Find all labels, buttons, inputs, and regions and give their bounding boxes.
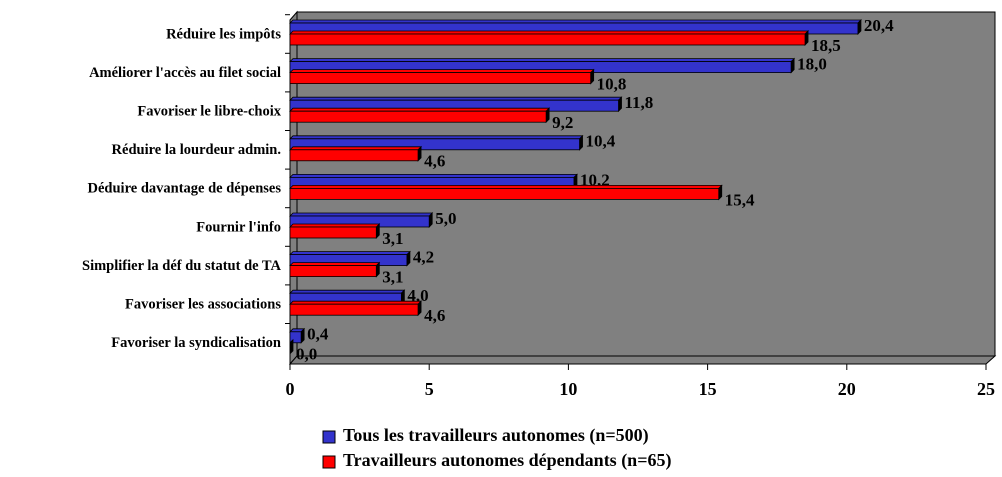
x-tick-label: 0 (286, 379, 295, 399)
legend-label: Tous les travailleurs autonomes (n=500) (343, 425, 649, 446)
floor (288, 355, 997, 365)
bar-side (804, 30, 809, 46)
bar-side (790, 57, 795, 74)
value-label: 11,8 (625, 93, 654, 112)
bar-top (289, 223, 381, 228)
value-label: 20,4 (864, 16, 894, 35)
value-label: 10,2 (580, 170, 610, 189)
bar-side (300, 327, 305, 344)
y-tick-label: Déduire davantage de dépenses (88, 181, 282, 197)
value-label: 4,0 (407, 286, 428, 305)
bar-top (289, 19, 862, 24)
value-label: 10,4 (586, 132, 616, 151)
bar-top (289, 135, 584, 140)
value-label: 15,4 (725, 190, 755, 209)
bar-side (428, 212, 433, 228)
x-tick-label: 25 (977, 379, 995, 399)
bar-top (289, 289, 406, 294)
bar (289, 265, 377, 278)
x-tick-label: 5 (425, 379, 434, 399)
value-label: 18,5 (811, 36, 841, 55)
bar-side (406, 250, 411, 267)
bar-top (289, 173, 578, 178)
value-label: 9,2 (552, 113, 573, 132)
bar-side (375, 261, 380, 278)
bar-top (289, 212, 434, 217)
value-label: 0,0 (296, 345, 317, 364)
bar-top (289, 184, 723, 189)
bar-side (289, 338, 294, 355)
bar-side (545, 107, 550, 124)
bar-top (289, 300, 423, 305)
bar (289, 149, 419, 162)
bar-top (289, 69, 595, 73)
bar (289, 110, 547, 123)
y-tick-label: Favoriser le libre-choix (137, 104, 281, 120)
y-tick-label: Favoriser la syndicalisation (111, 335, 281, 351)
bar-top (289, 58, 796, 62)
bar-side (375, 223, 380, 239)
bar-top (289, 30, 810, 35)
y-tick-label: Réduire les impôts (166, 26, 281, 42)
value-label: 4,6 (424, 306, 445, 325)
bar-side (579, 134, 583, 151)
bar-side (417, 145, 422, 162)
bar-top (289, 146, 423, 151)
bar-side (857, 19, 862, 35)
bar-side (618, 96, 622, 113)
bar (289, 187, 720, 200)
bar-top (289, 262, 381, 267)
bar (289, 72, 592, 84)
value-label: 3,1 (382, 268, 403, 287)
value-label: 18,0 (797, 55, 827, 74)
y-tick-label: Fournir l'info (196, 219, 281, 235)
bar (289, 303, 419, 316)
value-label: 5,0 (435, 209, 456, 228)
value-label: 4,6 (424, 152, 445, 171)
bar-side (590, 68, 595, 85)
bar-top (289, 107, 551, 112)
bar (289, 138, 580, 151)
x-tick-label: 10 (559, 379, 577, 399)
bar-top (289, 96, 623, 101)
y-tick-label: Réduire la lourdeur admin. (112, 142, 281, 158)
legend-label: Travailleurs autonomes dépendants (n=65) (343, 450, 671, 471)
y-tick-label: Améliorer l'accès au filet social (89, 65, 281, 81)
legend-swatch (322, 455, 336, 469)
bar-side (718, 184, 723, 201)
bar (289, 33, 806, 46)
x-tick-label: 20 (838, 379, 856, 399)
value-label: 10,8 (597, 75, 627, 94)
legend-swatch (322, 430, 336, 444)
y-tick-label: Simplifier la déf du statut de TA (82, 258, 282, 274)
value-label: 4,2 (413, 248, 434, 267)
bar (289, 226, 377, 239)
x-tick-label: 15 (699, 379, 717, 399)
bar-top (289, 251, 411, 256)
value-label: 3,1 (382, 229, 403, 248)
value-label: 0,4 (307, 325, 329, 344)
bar-side (417, 300, 422, 317)
bar (289, 331, 302, 344)
y-tick-label: Favoriser les associations (125, 297, 281, 313)
